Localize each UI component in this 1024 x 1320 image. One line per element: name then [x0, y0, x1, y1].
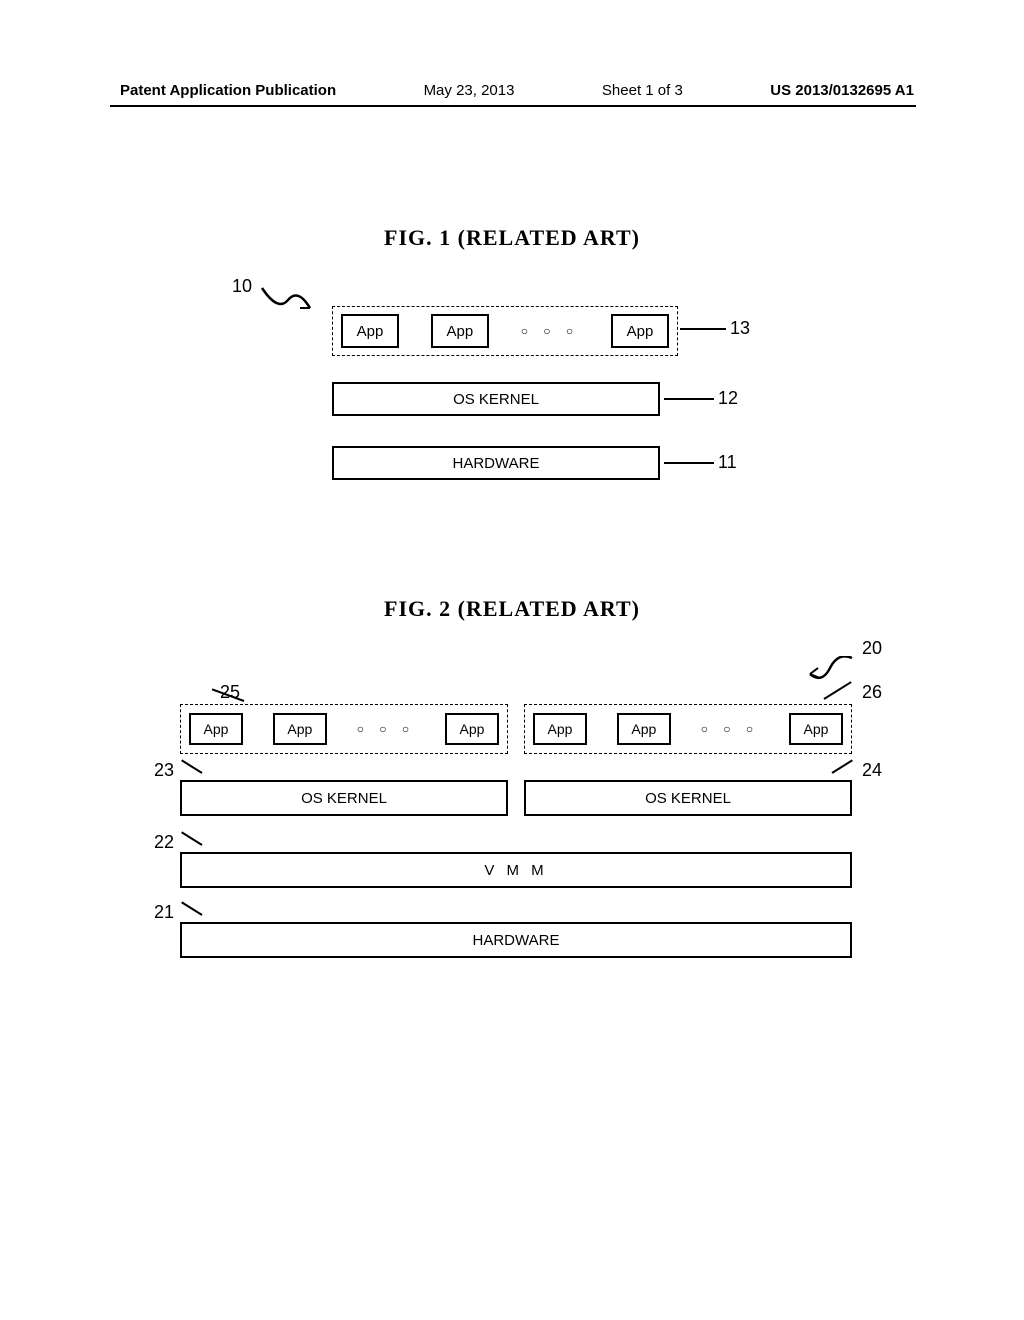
- leader-line-26: [823, 681, 851, 700]
- reference-numeral-26: 26: [862, 682, 882, 703]
- reference-numeral-10: 10: [232, 276, 252, 297]
- figure-2-vmm: V M M: [180, 852, 852, 888]
- leader-curve-20: [806, 656, 854, 682]
- page-header: Patent Application Publication May 23, 2…: [0, 82, 1024, 99]
- leader-curve-10: [260, 286, 318, 316]
- app-box: App: [789, 713, 843, 745]
- app-box: App: [611, 314, 669, 348]
- app-box: App: [445, 713, 499, 745]
- app-box: App: [189, 713, 243, 745]
- header-date: May 23, 2013: [424, 82, 515, 99]
- reference-numeral-23: 23: [154, 760, 174, 781]
- figure-2-apps-group-left: App App ○ ○ ○ App: [180, 704, 508, 754]
- leader-line-12: [664, 398, 714, 400]
- reference-numeral-20: 20: [862, 638, 882, 659]
- reference-numeral-13: 13: [730, 318, 750, 339]
- leader-line-24: [831, 759, 852, 773]
- figure-2-title: FIG. 2 (RELATED ART): [0, 596, 1024, 622]
- header-divider: [110, 105, 916, 107]
- header-sheet: Sheet 1 of 3: [602, 82, 683, 99]
- leader-line-23: [181, 759, 202, 773]
- figure-1-apps-group: App App ○ ○ ○ App: [332, 306, 678, 356]
- figure-1-os-kernel: OS KERNEL: [332, 382, 660, 416]
- ellipsis-dots: ○ ○ ○: [357, 722, 415, 736]
- app-box: App: [341, 314, 399, 348]
- figure-1-title: FIG. 1 (RELATED ART): [0, 225, 1024, 251]
- ellipsis-dots: ○ ○ ○: [701, 722, 759, 736]
- app-box: App: [273, 713, 327, 745]
- reference-numeral-21: 21: [154, 902, 174, 923]
- leader-line-11: [664, 462, 714, 464]
- header-publication: Patent Application Publication: [120, 82, 336, 99]
- figure-2-apps-group-right: App App ○ ○ ○ App: [524, 704, 852, 754]
- app-box: App: [617, 713, 671, 745]
- figure-2-os-kernel-right: OS KERNEL: [524, 780, 852, 816]
- leader-line-22: [181, 831, 202, 845]
- header-pubno: US 2013/0132695 A1: [770, 82, 914, 99]
- reference-numeral-24: 24: [862, 760, 882, 781]
- leader-line-21: [181, 901, 202, 915]
- ellipsis-dots: ○ ○ ○: [521, 324, 579, 338]
- figure-1-hardware: HARDWARE: [332, 446, 660, 480]
- figure-2-hardware: HARDWARE: [180, 922, 852, 958]
- app-box: App: [533, 713, 587, 745]
- reference-numeral-12: 12: [718, 388, 738, 409]
- reference-numeral-11: 11: [718, 452, 737, 473]
- figure-2-os-kernel-left: OS KERNEL: [180, 780, 508, 816]
- leader-line-13: [680, 328, 726, 330]
- reference-numeral-22: 22: [154, 832, 174, 853]
- app-box: App: [431, 314, 489, 348]
